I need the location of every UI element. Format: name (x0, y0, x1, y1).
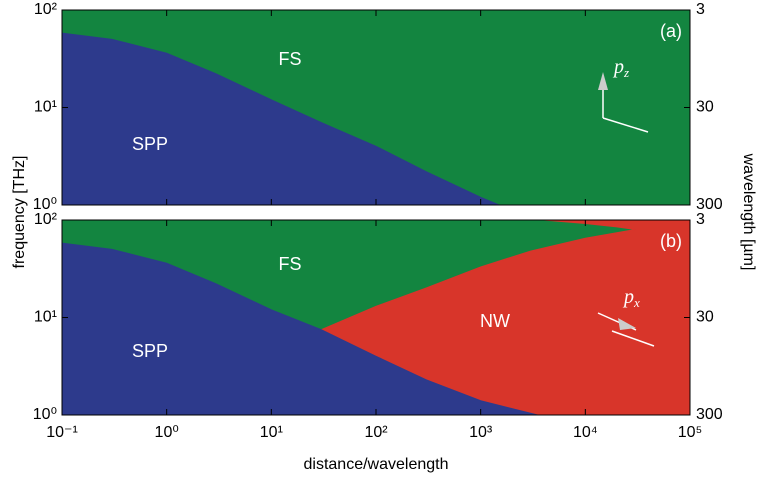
y2-tick-label: 300 (696, 196, 723, 213)
y-tick-label: 10¹ (34, 99, 57, 116)
y2-tick-label: 30 (696, 309, 714, 326)
y-tick-label: 10² (34, 211, 58, 228)
x-tick-label: 10¹ (260, 424, 283, 441)
panel-label: (a) (660, 21, 682, 41)
x-tick-label: 10⁵ (678, 424, 702, 441)
region-fill (321, 220, 690, 415)
panel: FS SPP pz (a) 10⁰ 10¹ 10² 3 30 300 (33, 1, 723, 213)
region-boundary (61, 242, 538, 416)
dipole-label: px (622, 286, 640, 310)
y-tick-label: 10⁰ (33, 196, 57, 213)
region-label: FS (278, 254, 301, 274)
dipole-subscript: z (623, 65, 629, 80)
region-boundary (543, 219, 636, 230)
dipole-arrow (618, 318, 636, 330)
dipole-symbol: p (612, 56, 624, 78)
x-axis-label: distance/wavelength (304, 456, 449, 473)
y2-tick-label: 3 (696, 1, 705, 18)
y-tick-label: 10² (34, 1, 58, 18)
region-boundary (321, 228, 636, 331)
dipole-axis (611, 330, 655, 347)
region-fill (62, 33, 500, 206)
x-tick-label: 10⁻¹ (46, 424, 78, 441)
y2-tick-label: 300 (696, 406, 723, 423)
y2-tick-label: 3 (696, 211, 705, 228)
dipole-label: pz (612, 56, 629, 80)
dipole-arrow (598, 72, 608, 90)
panel-label: (b) (660, 231, 682, 251)
y-tick-label: 10¹ (34, 309, 57, 326)
region-label: SPP (132, 341, 168, 361)
x-tick-label: 10⁴ (573, 424, 598, 441)
x-tick-label: 10⁰ (155, 424, 179, 441)
region-fill (62, 243, 538, 415)
region-label: FS (278, 49, 301, 69)
region-label: SPP (132, 134, 168, 154)
dipole-subscript: x (633, 295, 640, 310)
x-tick-label: 10² (364, 424, 388, 441)
dipole-axis (602, 117, 649, 133)
y2-axis-label: wavelength [µm] (740, 153, 757, 271)
y-tick-label: 10⁰ (33, 406, 57, 423)
x-tick-label: 10³ (469, 424, 493, 441)
y-axis-label: frequency [THz] (11, 156, 28, 269)
y2-tick-label: 30 (696, 99, 714, 116)
dipole-symbol: p (622, 286, 634, 308)
region-boundary (61, 32, 500, 206)
region-label: NW (480, 311, 510, 331)
